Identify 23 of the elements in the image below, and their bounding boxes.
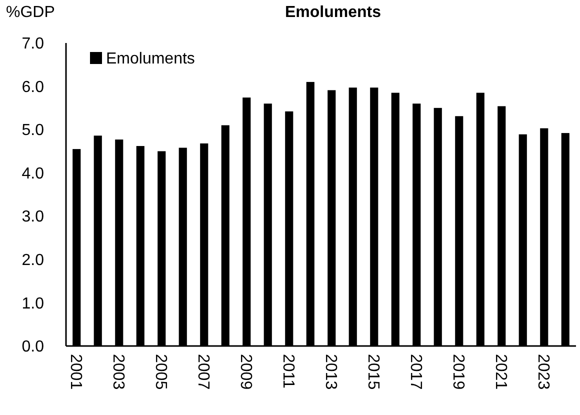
y-tick-label: 0.0 <box>22 338 44 356</box>
y-tick-label: 7.0 <box>22 36 44 53</box>
x-tick-label: 2011 <box>280 354 297 389</box>
x-tick-label: 2003 <box>110 354 127 390</box>
x-tick-label: 2015 <box>364 354 382 390</box>
x-tick-label: 2005 <box>152 354 170 390</box>
x-tick-label: 2017 <box>407 354 424 390</box>
y-tick-label: 2.0 <box>22 252 44 270</box>
legend-label: Emoluments <box>106 50 195 68</box>
chart-title: Emoluments <box>284 4 382 21</box>
y-tick-label: 5.0 <box>22 122 44 140</box>
x-tick-label: 2013 <box>322 354 340 390</box>
x-tick-label: 2019 <box>450 354 467 390</box>
y-tick-label: 1.0 <box>22 295 44 312</box>
y-tick-label: 4.0 <box>22 165 44 182</box>
y-axis-title: %GDP <box>6 4 55 21</box>
x-tick-label: 2021 <box>492 354 510 390</box>
x-tick-label: 2007 <box>194 354 212 390</box>
x-tick-label: 2009 <box>237 354 254 390</box>
y-tick-label: 6.0 <box>22 78 44 96</box>
y-tick-label: 3.0 <box>22 208 44 226</box>
x-tick-label: 2001 <box>67 354 84 390</box>
x-tick-label: 2023 <box>534 354 552 390</box>
